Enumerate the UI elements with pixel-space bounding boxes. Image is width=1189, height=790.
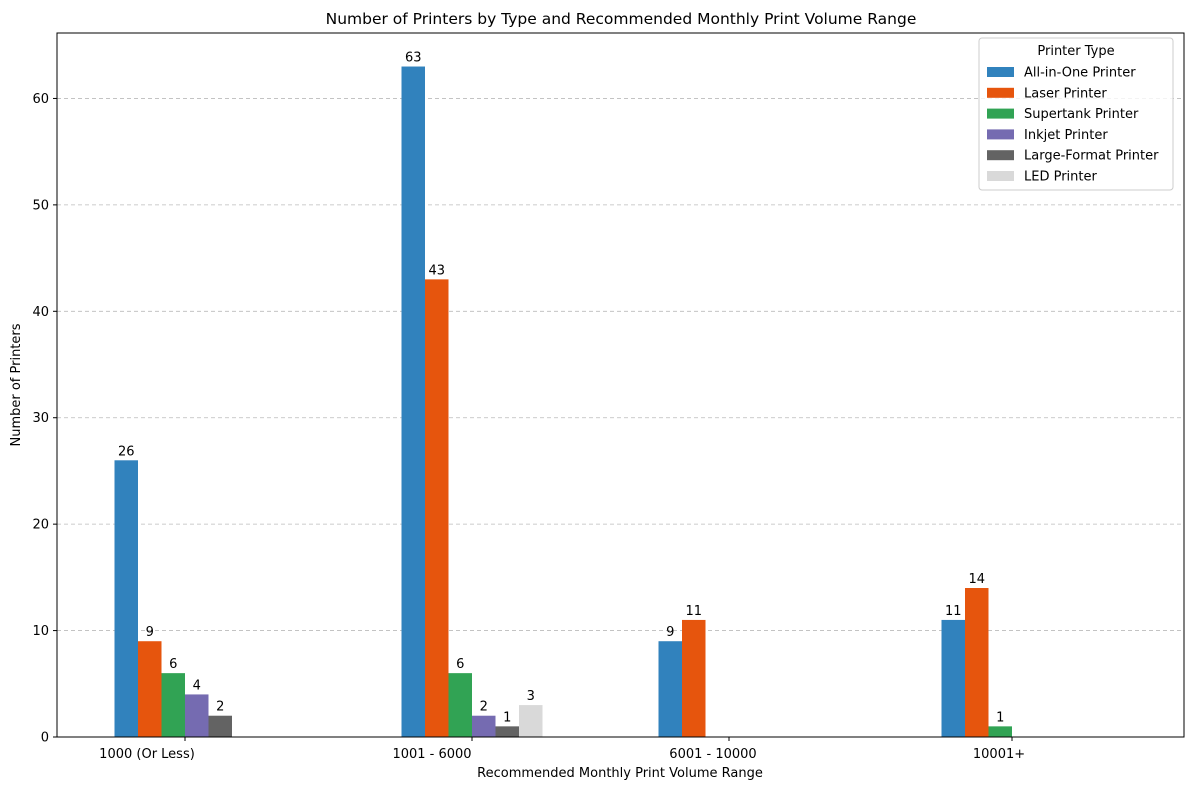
bar-laser-printer-0 [138,641,162,737]
bar-supertank-printer-3 [988,726,1012,737]
bar-value-label: 14 [968,572,985,587]
legend-swatch [987,150,1014,161]
bar-supertank-printer-0 [161,673,185,737]
y-tick-label: 10 [32,624,49,639]
bar-value-label: 2 [216,700,224,715]
bar-value-label: 3 [527,689,535,704]
legend-label: Large-Format Printer [1024,149,1159,164]
bar-large-format-printer-1 [495,726,519,737]
legend-title: Printer Type [1037,44,1114,59]
bar-all-in-one-printer-1 [401,66,425,738]
bar-value-label: 43 [428,263,445,278]
legend-label: Supertank Printer [1024,107,1139,122]
bar-value-label: 9 [666,625,674,640]
y-tick-label: 20 [32,518,49,533]
x-tick-label: 1000 (Or Less) [99,747,195,762]
y-tick-label: 50 [32,198,49,213]
bar-value-label: 1 [503,710,511,725]
plot-area-frame [56,32,1185,738]
bar-value-label: 11 [685,604,702,619]
bar-value-label: 2 [480,700,488,715]
legend-label: Inkjet Printer [1024,128,1108,143]
bar-all-in-one-printer-2 [658,641,682,737]
bar-inkjet-printer-1 [472,715,496,737]
bar-large-format-printer-0 [208,715,232,737]
legend-swatch [987,129,1014,140]
bar-supertank-printer-1 [448,673,472,737]
bar-laser-printer-1 [425,279,449,737]
bar-value-label: 4 [193,678,201,693]
y-axis-label: Number of Printers [9,323,24,446]
bars [114,66,1012,738]
bar-value-label: 6 [456,657,464,672]
bar-value-label: 9 [146,625,154,640]
legend-label: All-in-One Printer [1024,66,1136,81]
legend-box [978,37,1174,191]
legend-swatch [987,171,1014,181]
y-tick-label: 30 [32,411,49,426]
legend-swatch [987,108,1014,119]
x-axis: 1000 (Or Less) 1001 - 6000 6001 - 10000 100… [99,737,1025,762]
bar-laser-printer-3 [965,588,989,737]
legend-label: Laser Printer [1024,86,1107,101]
bar-value-label: 63 [405,51,422,66]
bar-inkjet-printer-0 [185,694,209,737]
bar-value-label: 6 [169,657,177,672]
bar-laser-printer-2 [682,619,706,737]
bar-value-label: 26 [118,444,135,459]
bar-value-label: 11 [945,604,962,619]
x-axis-label: Recommended Monthly Print Volume Range [477,766,763,781]
x-tick-label: 10001+ [973,747,1025,762]
y-tick-label: 60 [32,92,49,107]
bar-all-in-one-printer-3 [941,619,965,737]
legend-swatch [987,67,1014,77]
y-tick-label: 40 [32,305,49,320]
bar-value-label: 1 [996,710,1004,725]
x-tick-label: 1001 - 6000 [392,747,471,762]
bar-led-printer-1 [519,705,543,737]
x-tick-label: 6001 - 10000 [669,747,756,762]
chart-title: Number of Printers by Type and Recommend… [326,10,917,28]
y-axis: 0 10 20 30 40 50 60 [32,92,57,746]
y-tick-label: 0 [41,731,49,746]
legend-label: LED Printer [1024,170,1098,185]
legend: Printer Type All-in-One Printer Laser Pri… [978,37,1174,191]
bar-all-in-one-printer-0 [114,460,138,737]
legend-swatch [987,87,1014,98]
